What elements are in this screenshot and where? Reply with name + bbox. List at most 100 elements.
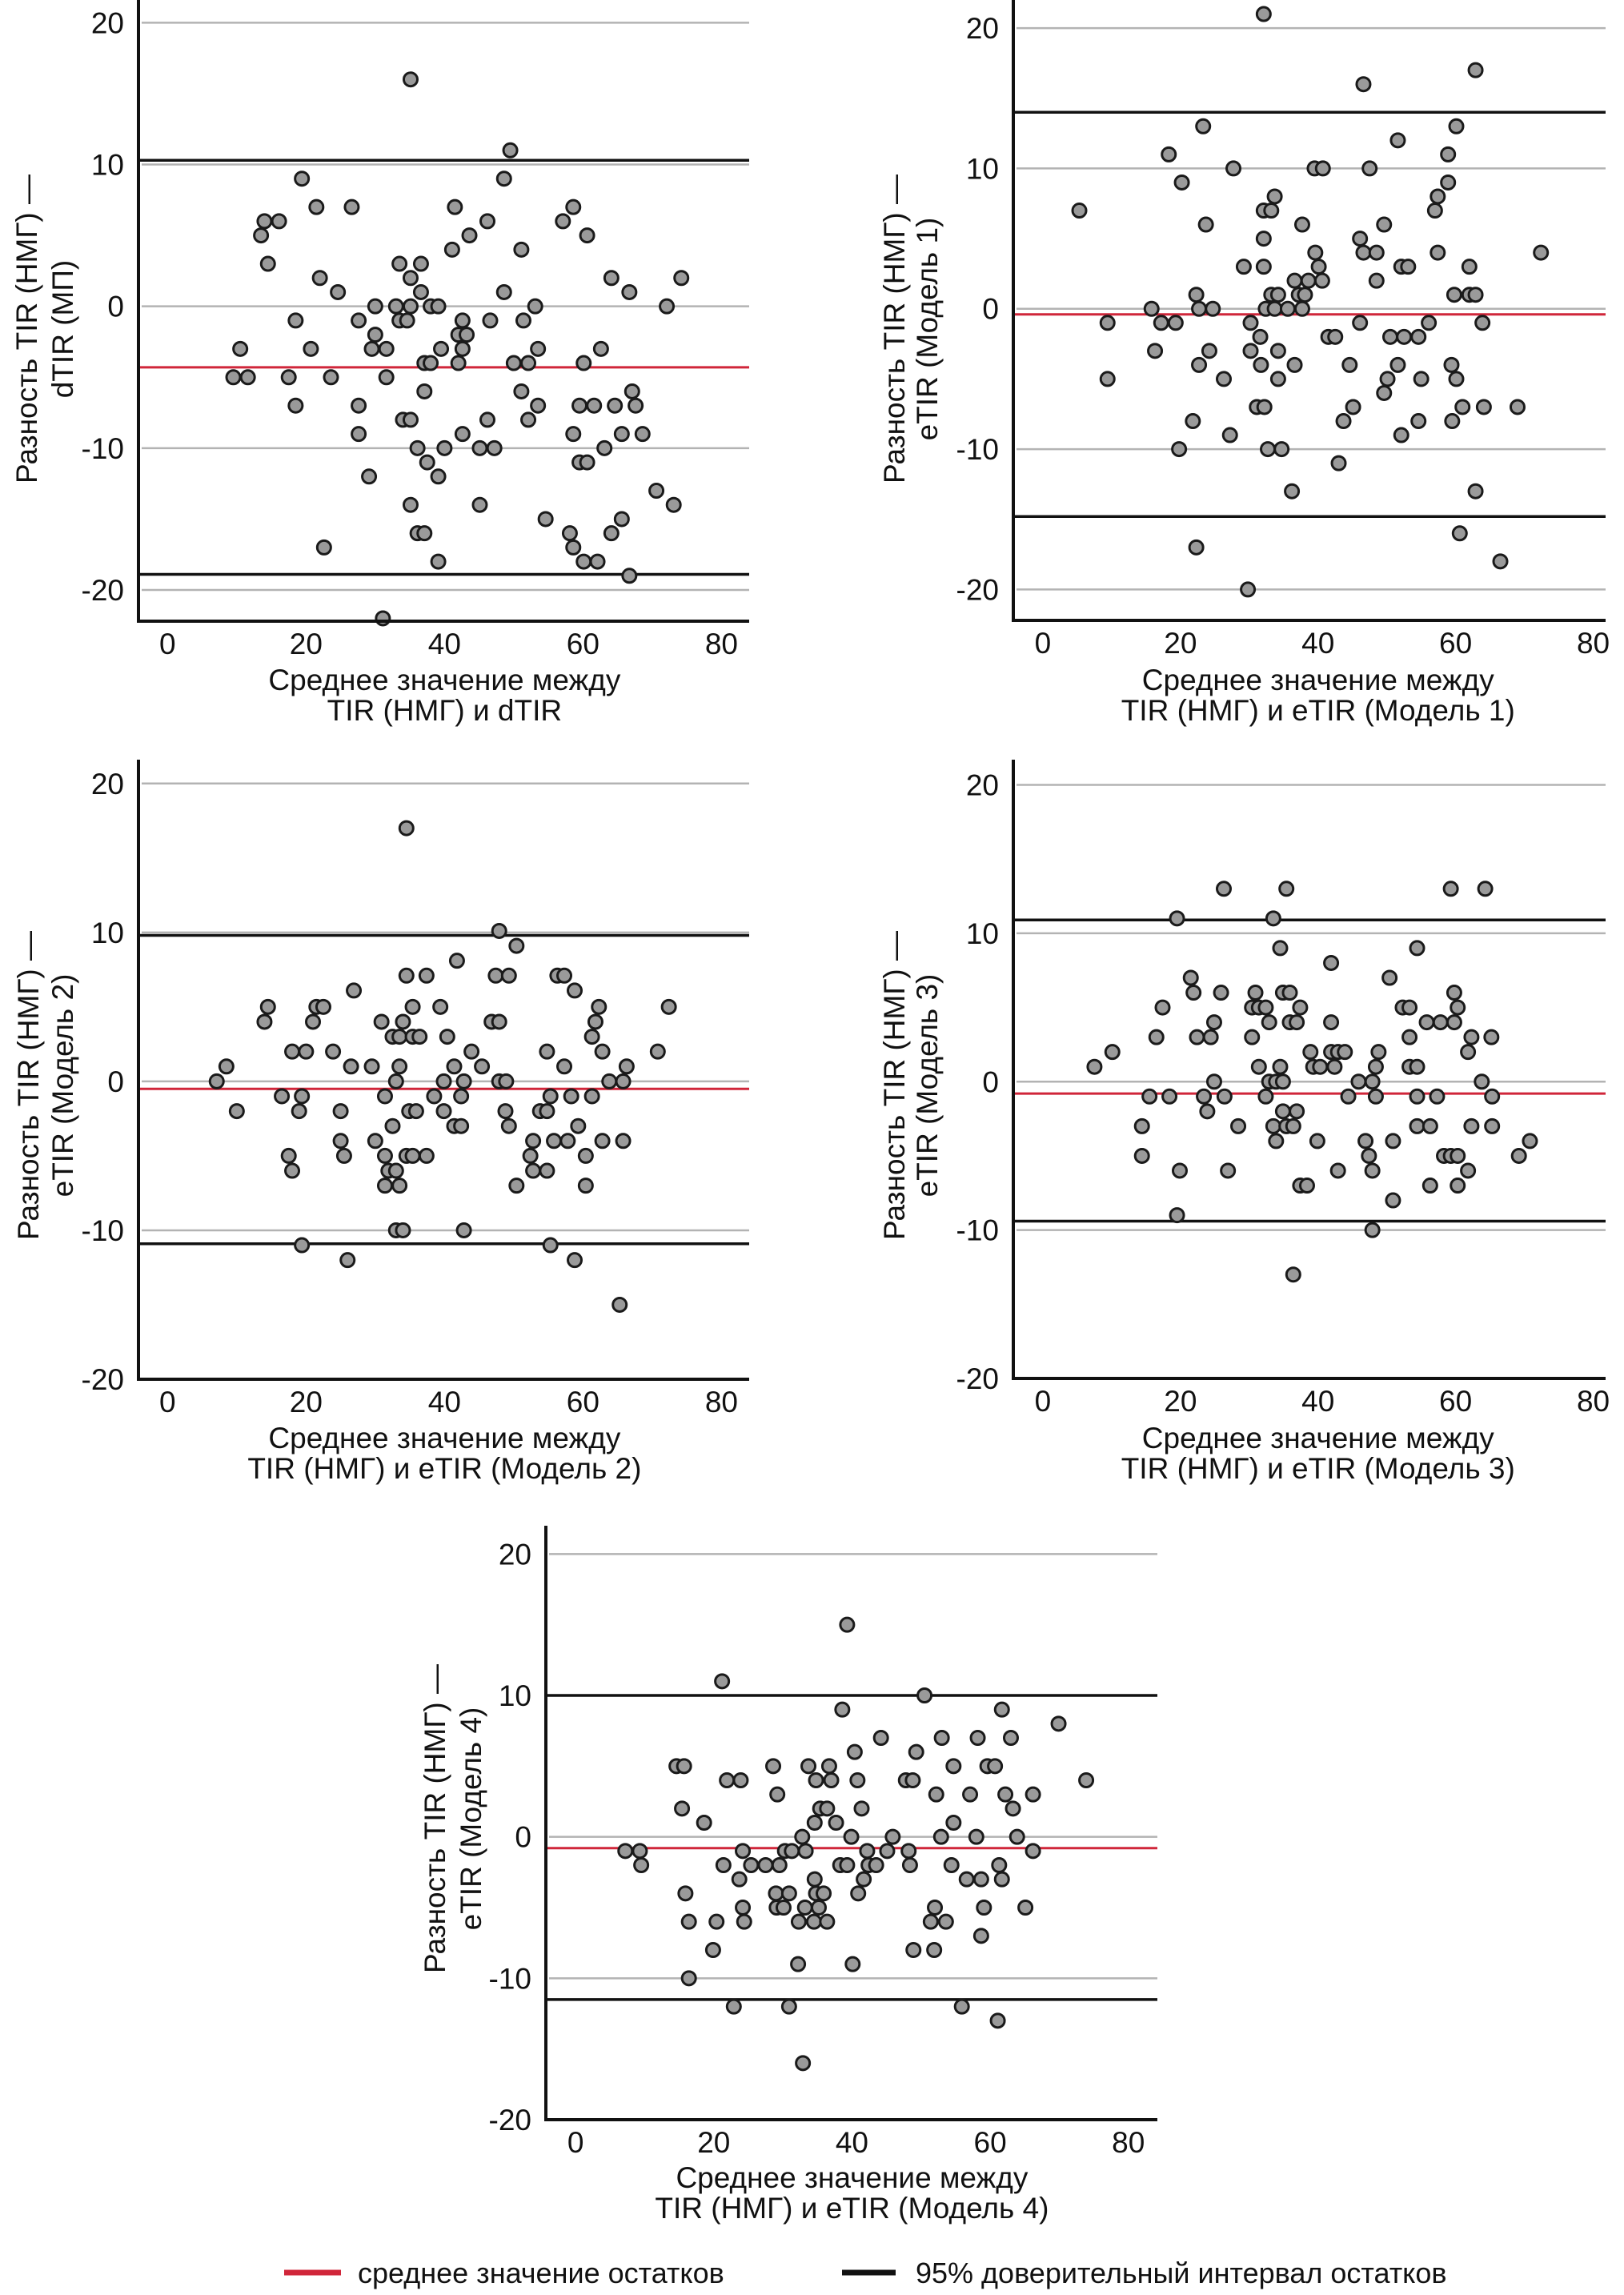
data-point [387, 1073, 404, 1089]
data-point [256, 213, 273, 230]
data-point [232, 340, 249, 357]
y-axis-label: Разность TIR (НМГ) — [878, 931, 911, 1240]
data-point [1350, 1073, 1367, 1090]
data-point [1263, 203, 1280, 219]
data-point [500, 967, 517, 984]
data-point [1367, 1088, 1384, 1105]
data-point [1143, 300, 1160, 317]
data-point [696, 1815, 712, 1831]
x-tick-label: 0 [1035, 1385, 1052, 1418]
data-point [1474, 1073, 1490, 1090]
data-point [404, 998, 421, 1015]
data-point [539, 1103, 555, 1120]
data-point [1281, 985, 1298, 1001]
data-point [522, 1147, 539, 1164]
data-point [945, 1815, 962, 1831]
data-point [797, 1843, 814, 1860]
y-tick-label: 10 [966, 917, 999, 950]
x-tick-label: 20 [1164, 1385, 1197, 1418]
x-tick-label: 60 [567, 1386, 599, 1418]
data-point [1244, 1029, 1261, 1045]
data-point [972, 1871, 989, 1888]
data-point [592, 340, 609, 357]
data-point [1086, 1058, 1103, 1075]
data-point [1025, 1786, 1041, 1803]
data-point [433, 340, 450, 357]
data-point [834, 1701, 851, 1718]
data-point [1230, 1117, 1247, 1134]
data-point [765, 1758, 782, 1775]
data-point [1446, 985, 1462, 1001]
data-point [987, 1758, 1004, 1775]
data-point [714, 1673, 731, 1690]
data-point [555, 213, 571, 230]
data-point [308, 199, 325, 215]
data-point [1446, 287, 1462, 303]
data-point [1309, 1133, 1325, 1150]
data-point [430, 298, 447, 315]
data-point [404, 1147, 421, 1164]
data-point [303, 340, 319, 357]
x-tick-label: 0 [159, 628, 176, 660]
legend-mean-label: среднее значение остатков [358, 2257, 724, 2289]
data-point [1240, 581, 1257, 598]
data-point [780, 1998, 797, 2015]
data-point [402, 411, 419, 428]
data-point [1396, 328, 1413, 345]
y-axis-label: Разность TIR (НМГ) — [12, 931, 45, 1240]
data-point [680, 1970, 697, 1987]
data-point [426, 1088, 443, 1105]
data-point [735, 1843, 752, 1860]
y-tick-label: 0 [982, 1065, 999, 1098]
data-point [819, 1913, 836, 1930]
data-point [780, 1885, 797, 1902]
data-point [846, 1743, 863, 1760]
data-point [332, 1133, 349, 1150]
data-point [806, 1815, 823, 1831]
data-point [603, 525, 620, 542]
data-point [1173, 174, 1190, 191]
x-tick-label: 0 [567, 2126, 584, 2159]
data-point [1364, 1073, 1381, 1090]
data-point [298, 1043, 315, 1060]
data-point [621, 568, 638, 584]
data-point [1450, 1178, 1466, 1194]
data-point [1355, 244, 1372, 261]
y-tick-label: 10 [91, 149, 124, 182]
data-point [1340, 1088, 1357, 1105]
data-point [731, 1871, 748, 1888]
data-point [908, 1743, 924, 1760]
data-point [795, 2055, 812, 2072]
data-point [1463, 1029, 1480, 1045]
data-point [1167, 315, 1184, 331]
data-point [508, 937, 525, 954]
data-point [1268, 1133, 1285, 1150]
data-point [315, 539, 332, 556]
data-point [1265, 910, 1281, 927]
data-point [1389, 356, 1406, 373]
x-tick-label: 0 [1035, 627, 1052, 660]
data-point [850, 1885, 867, 1902]
data-point [1272, 1058, 1289, 1075]
data-point [1141, 1088, 1158, 1105]
data-point [556, 967, 573, 984]
data-point [1289, 1103, 1305, 1120]
data-point [376, 1178, 393, 1194]
data-point [1352, 315, 1369, 331]
data-point [1357, 1133, 1374, 1150]
data-point [612, 1296, 628, 1313]
data-point [1484, 1117, 1501, 1134]
data-point [1327, 328, 1344, 345]
data-point [287, 397, 304, 414]
data-point [1272, 940, 1289, 957]
data-point [1220, 1162, 1237, 1179]
data-point [879, 1843, 896, 1860]
chart-panel-etir-model-2: 20 10 0 -10 -20 0 20 40 60 80 Среднее значение меж… [12, 760, 749, 1485]
data-point [330, 283, 347, 300]
data-point [810, 1900, 827, 1916]
data-point [448, 953, 465, 969]
data-point [1422, 1117, 1438, 1134]
data-point [376, 1147, 393, 1164]
data-point [904, 1772, 921, 1788]
